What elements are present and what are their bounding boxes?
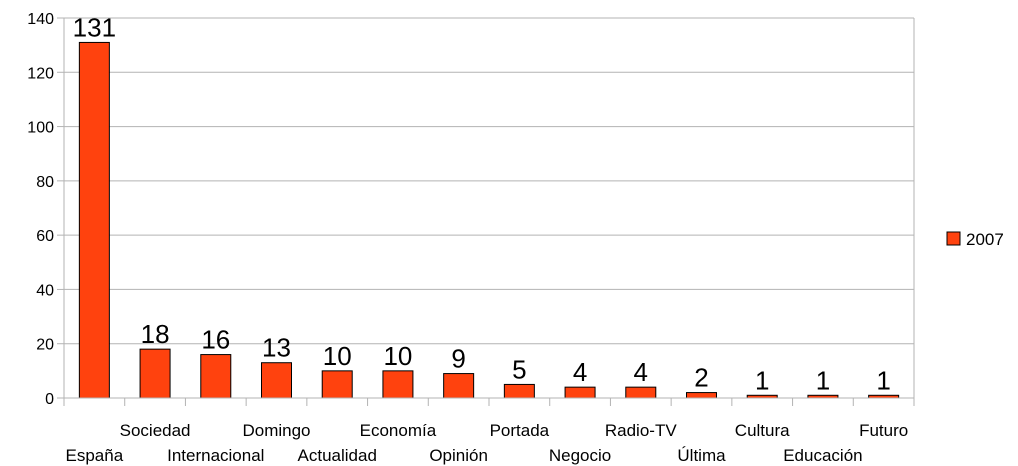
category-label: Opinión	[429, 446, 488, 465]
bar-9	[625, 386, 657, 399]
y-tick-label: 40	[36, 282, 54, 299]
bar-1	[139, 348, 171, 399]
data-label: 10	[323, 341, 352, 371]
category-label: Internacional	[167, 446, 264, 465]
data-label: 1	[876, 365, 890, 395]
category-label: Domingo	[242, 421, 310, 440]
bar-6	[443, 373, 475, 399]
bar-4	[321, 370, 353, 399]
legend: 2007	[946, 230, 1004, 249]
y-tick-label: 0	[45, 391, 54, 408]
bars: 131 18 16 13 10 10 9 5 4 4 2 1 1 1	[73, 12, 900, 399]
data-label: 10	[383, 341, 412, 371]
category-label: España	[66, 446, 124, 465]
gridlines	[64, 17, 915, 399]
data-label: 9	[451, 344, 465, 374]
data-label: 4	[634, 357, 648, 387]
legend-label: 2007	[966, 230, 1004, 249]
data-label: 16	[201, 325, 230, 355]
category-label: Negocio	[549, 446, 611, 465]
y-tick-label: 100	[27, 120, 54, 137]
data-label: 4	[573, 357, 587, 387]
bar-10	[686, 392, 717, 399]
data-label: 2	[694, 363, 708, 393]
data-label: 1	[816, 365, 830, 395]
bar-3	[261, 362, 292, 399]
category-label: Futuro	[859, 421, 908, 440]
category-label: Educación	[783, 446, 862, 465]
y-tick-label: 20	[36, 337, 54, 354]
y-tick-label: 80	[36, 174, 54, 191]
y-tick-label: 120	[27, 65, 54, 82]
category-label: Economía	[360, 421, 437, 440]
legend-swatch	[946, 231, 961, 246]
category-label: Última	[677, 446, 726, 465]
data-label: 131	[73, 12, 116, 42]
data-label: 13	[262, 333, 291, 363]
data-label: 5	[512, 354, 526, 384]
y-tick-label: 60	[36, 228, 54, 245]
category-label: Cultura	[735, 421, 790, 440]
category-label: Actualidad	[298, 446, 377, 465]
bar-2	[200, 354, 232, 399]
y-tick-label: 140	[27, 11, 54, 28]
bar-8	[564, 386, 596, 399]
category-label: Portada	[490, 421, 550, 440]
x-axis: España Sociedad Internacional Domingo Actual…	[63, 397, 915, 465]
data-label: 1	[755, 365, 769, 395]
bar-5	[382, 370, 414, 399]
bar-7	[503, 383, 535, 399]
bar-0	[78, 41, 110, 399]
data-label: 18	[141, 319, 170, 349]
category-label: Radio-TV	[605, 421, 677, 440]
category-label: Sociedad	[120, 421, 191, 440]
y-axis: 0 20 40 60 80 100 120 140	[27, 11, 65, 408]
